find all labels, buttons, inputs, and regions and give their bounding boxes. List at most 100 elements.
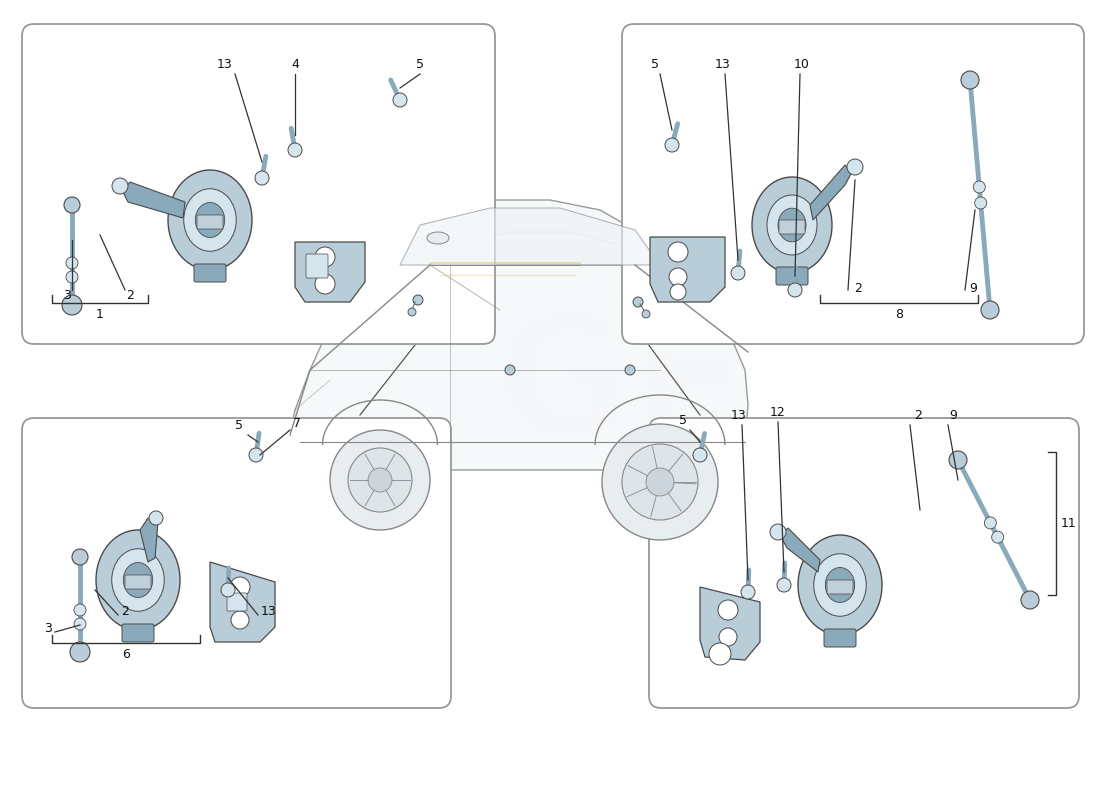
Circle shape	[255, 171, 270, 185]
Circle shape	[408, 308, 416, 316]
Circle shape	[770, 524, 786, 540]
Text: 2: 2	[121, 605, 129, 618]
Text: 2: 2	[914, 409, 922, 422]
Ellipse shape	[168, 170, 252, 270]
Ellipse shape	[778, 208, 806, 242]
Circle shape	[230, 577, 250, 597]
FancyBboxPatch shape	[227, 593, 248, 611]
Text: a passion
for parts: a passion for parts	[696, 461, 823, 539]
Ellipse shape	[767, 195, 817, 255]
Text: 3: 3	[63, 289, 70, 302]
Text: 6: 6	[122, 648, 130, 661]
Ellipse shape	[814, 554, 867, 616]
Text: 3: 3	[44, 622, 52, 635]
Ellipse shape	[752, 177, 832, 273]
Text: 13: 13	[261, 605, 277, 618]
Text: 5: 5	[651, 58, 659, 71]
Circle shape	[72, 549, 88, 565]
Circle shape	[788, 283, 802, 297]
Polygon shape	[295, 242, 365, 302]
Ellipse shape	[798, 535, 882, 635]
Ellipse shape	[112, 549, 164, 611]
Circle shape	[1021, 591, 1040, 609]
FancyBboxPatch shape	[197, 215, 223, 229]
FancyBboxPatch shape	[22, 418, 451, 708]
Text: 13: 13	[715, 58, 730, 71]
Text: 5: 5	[235, 419, 243, 432]
Text: 10: 10	[794, 58, 810, 71]
Circle shape	[949, 451, 967, 469]
Circle shape	[66, 271, 78, 283]
Circle shape	[66, 257, 78, 269]
Polygon shape	[140, 518, 158, 562]
FancyBboxPatch shape	[194, 264, 226, 282]
Circle shape	[777, 578, 791, 592]
Circle shape	[992, 531, 1003, 543]
FancyBboxPatch shape	[776, 267, 808, 285]
Text: 8: 8	[895, 308, 903, 321]
Polygon shape	[650, 237, 725, 302]
Ellipse shape	[184, 189, 236, 251]
Circle shape	[348, 448, 412, 512]
Circle shape	[961, 71, 979, 89]
Circle shape	[330, 430, 430, 530]
Circle shape	[981, 301, 999, 319]
Text: 12: 12	[770, 406, 785, 419]
Circle shape	[669, 268, 688, 286]
Text: 13: 13	[732, 409, 747, 422]
Circle shape	[393, 93, 407, 107]
FancyBboxPatch shape	[621, 24, 1084, 344]
Text: GF: GF	[495, 309, 746, 471]
Circle shape	[646, 468, 674, 496]
Circle shape	[288, 143, 302, 157]
Polygon shape	[285, 232, 748, 470]
Polygon shape	[700, 587, 760, 660]
Circle shape	[368, 468, 392, 492]
Circle shape	[148, 511, 163, 525]
Circle shape	[668, 242, 688, 262]
Circle shape	[710, 643, 732, 665]
Text: 7: 7	[293, 417, 301, 430]
Text: 9: 9	[969, 282, 977, 295]
FancyBboxPatch shape	[125, 575, 151, 589]
Circle shape	[975, 197, 987, 209]
FancyBboxPatch shape	[779, 220, 805, 234]
Text: 13: 13	[217, 58, 232, 71]
FancyBboxPatch shape	[122, 624, 154, 642]
Polygon shape	[210, 562, 275, 642]
Circle shape	[732, 266, 745, 280]
Text: 1: 1	[96, 308, 103, 321]
Ellipse shape	[196, 202, 224, 238]
Ellipse shape	[96, 530, 180, 630]
Circle shape	[666, 138, 679, 152]
Circle shape	[625, 365, 635, 375]
Circle shape	[249, 448, 263, 462]
Polygon shape	[810, 165, 853, 220]
Polygon shape	[780, 528, 820, 572]
Circle shape	[62, 295, 82, 315]
Circle shape	[602, 424, 718, 540]
Polygon shape	[400, 208, 660, 265]
Text: 2: 2	[854, 282, 862, 295]
Text: 9: 9	[949, 409, 957, 422]
Circle shape	[670, 284, 686, 300]
Circle shape	[621, 444, 698, 520]
Circle shape	[315, 274, 336, 294]
Circle shape	[74, 618, 86, 630]
Ellipse shape	[427, 232, 449, 244]
Ellipse shape	[825, 567, 855, 602]
Circle shape	[112, 178, 128, 194]
Text: 4: 4	[292, 58, 299, 71]
Circle shape	[64, 197, 80, 213]
Circle shape	[693, 448, 707, 462]
Text: 5: 5	[679, 414, 688, 427]
Polygon shape	[122, 182, 185, 218]
Polygon shape	[390, 200, 660, 265]
Text: 2: 2	[126, 289, 134, 302]
FancyBboxPatch shape	[306, 254, 328, 278]
Circle shape	[505, 365, 515, 375]
Circle shape	[741, 585, 755, 599]
FancyBboxPatch shape	[824, 629, 856, 647]
Circle shape	[642, 310, 650, 318]
Circle shape	[718, 600, 738, 620]
